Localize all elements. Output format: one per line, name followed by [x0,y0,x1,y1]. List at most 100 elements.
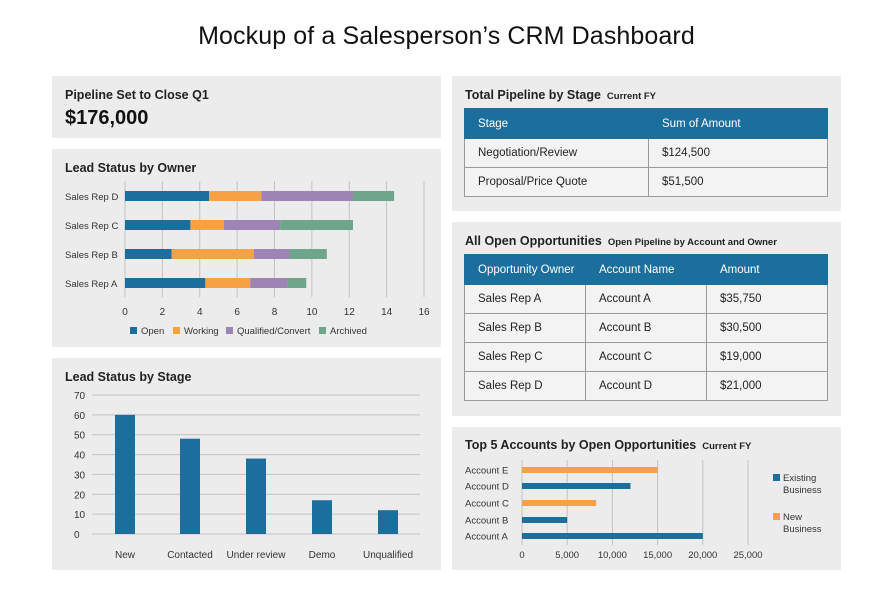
lead-stage-chart: 0 10 20 30 40 50 60 70 New Contacted Under review D… [74,391,420,561]
legend-label: Qualified/Convert [237,326,311,337]
bar [125,191,210,201]
x-tick-label: 0 [519,550,524,561]
legend-swatch [173,327,180,334]
bar [171,249,254,259]
x-tick-label: 14 [381,307,393,318]
y-tick-label: 20 [74,490,86,501]
top-accounts-subtitle: Current FY [702,441,752,452]
bar [246,458,266,534]
table-cell: $35,750 [706,284,828,314]
table-cell: Sales Rep D [464,371,586,401]
lead-owner-panel: Lead Status by Owner 0 2 4 6 8 10 12 14 16 Sales … [52,149,441,347]
bar [125,249,172,259]
y-tick-label: 70 [74,391,86,402]
y-tick-label: Sales Rep B [65,250,118,261]
column-header: Amount [706,254,828,285]
y-tick-label: Sales Rep A [65,279,118,290]
bar [280,220,353,230]
table-row: Negotiation/Review $124,500 [464,138,828,168]
column-header: Account Name [585,254,707,285]
lead-owner-title: Lead Status by Owner [65,161,197,175]
legend-label: Open [141,326,164,337]
legend-label: Working [184,326,219,337]
lead-stage-title: Lead Status by Stage [65,370,192,384]
pipeline-stage-title-text: Total Pipeline by Stage [465,88,601,102]
y-tick-label: 50 [74,431,86,442]
pipeline-stage-subtitle: Current FY [606,91,657,102]
bar [261,191,353,201]
bar [209,191,262,201]
top-accounts-title: Top 5 Accounts by Open Opportunities Curr… [465,438,751,452]
table-row: Sales Rep C Account C $19,000 [464,342,828,372]
x-tick-label: 4 [197,307,203,318]
column-header: Sum of Amount [648,108,828,139]
kpi-panel: Pipeline Set to Close Q1 $176,000 [52,76,441,138]
table-cell: Account B [585,313,707,343]
bar [125,220,191,230]
open-opportunities-subtitle: Open Pipeline by Account and Owner [607,237,777,248]
y-tick-label: Sales Rep D [65,192,118,203]
open-opportunities-table: Opportunity Owner Account Name Amount Sa… [464,254,828,401]
top-accounts-chart: 0 5,000 10,000 15,000 20,000 25,000 Account E A… [465,460,822,561]
x-tick-label: 0 [122,307,128,318]
y-tick-label: 10 [74,510,86,521]
kpi-title: Pipeline Set to Close Q1 [65,88,209,102]
bar [312,500,332,534]
table-cell: Account A [585,284,707,314]
legend-swatch [226,327,233,334]
y-tick-label: Account B [465,516,508,527]
bar [180,438,200,534]
table-cell: $124,500 [648,138,828,168]
table-cell: Negotiation/Review [464,138,649,168]
bar [522,483,631,489]
bar [125,278,206,288]
pipeline-stage-table: Stage Sum of Amount Negotiation/Review $… [464,108,828,197]
table-cell: Account C [585,342,707,372]
table-cell: $19,000 [706,342,828,372]
lead-stage-panel: Lead Status by Stage 0 10 20 30 40 50 60 70 New C… [52,358,441,570]
x-tick-label: 10,000 [598,550,627,561]
y-tick-label: Account E [465,466,508,477]
top-accounts-panel: Top 5 Accounts by Open Opportunities Curr… [452,427,841,570]
legend-label: New Business [783,512,822,535]
bar [190,220,225,230]
bar [224,220,281,230]
column-header: Opportunity Owner [464,254,586,285]
bar [287,278,307,288]
bar [378,510,398,534]
bar [522,467,658,473]
table-row: Sales Rep B Account B $30,500 [464,313,828,343]
x-tick-label: 5,000 [555,550,579,561]
legend-swatch [319,327,326,334]
lead-owner-chart: 0 2 4 6 8 10 12 14 16 Sales Rep D Sales Rep C Sales… [65,181,430,337]
table-cell: Account D [585,371,707,401]
kpi-value: $176,000 [65,107,149,129]
x-tick-label: 25,000 [733,550,762,561]
y-tick-label: Account C [465,499,509,510]
bar [205,278,251,288]
x-tick-label: 6 [234,307,240,318]
y-tick-label: 30 [74,470,86,481]
legend-swatch [773,474,780,481]
x-tick-label: 15,000 [643,550,672,561]
x-tick-label: 16 [418,307,430,318]
table-row: Proposal/Price Quote $51,500 [464,167,828,197]
open-opportunities-title: All Open Opportunities Open Pipeline by A… [465,234,777,248]
x-tick-label: 8 [272,307,278,318]
x-tick-label: 10 [306,307,318,318]
x-tick-label: New [115,550,136,561]
x-tick-label: 12 [344,307,356,318]
y-tick-label: 60 [74,411,86,422]
table-cell: $51,500 [648,167,828,197]
table-cell: $30,500 [706,313,828,343]
table-row: Sales Rep D Account D $21,000 [464,371,828,401]
column-header: Stage [464,108,649,139]
bar [289,249,327,259]
table-cell: $21,000 [706,371,828,401]
open-opportunities-panel: All Open Opportunities Open Pipeline by A… [452,222,841,416]
y-tick-label: Account A [465,532,508,543]
legend-label: Archived [330,326,367,337]
table-cell: Sales Rep B [464,313,586,343]
y-tick-label: 0 [74,530,80,541]
open-opportunities-title-text: All Open Opportunities [465,234,602,248]
